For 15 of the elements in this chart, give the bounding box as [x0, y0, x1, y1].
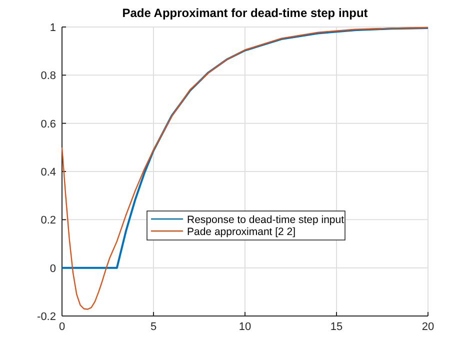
y-tick-label: 0	[50, 262, 56, 275]
y-tick-label: -0.2	[37, 311, 56, 323]
x-tick-label: 0	[58, 321, 66, 333]
x-tick-label: 10	[238, 321, 252, 333]
y-tick-label: 0.2	[40, 214, 56, 227]
chart-title: Pade Approximant for dead-time step input	[122, 6, 368, 20]
legend-label: Pade approximant [2 2]	[187, 226, 296, 238]
y-tick-label: 1	[50, 22, 56, 34]
legend-label: Response to dead-time step input	[187, 214, 344, 226]
y-tick-label: 0.4	[40, 166, 56, 178]
y-tick-label: 0.6	[40, 118, 56, 130]
y-tick-label: 0.8	[40, 70, 56, 82]
x-tick-label: 15	[330, 321, 343, 333]
x-tick-label: 20	[422, 321, 434, 333]
x-tick-label: 5	[150, 321, 157, 333]
